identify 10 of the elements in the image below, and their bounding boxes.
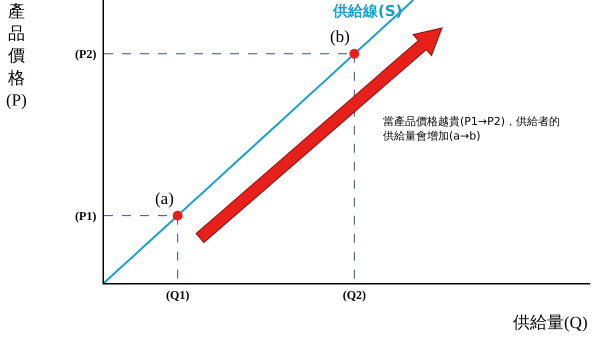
x-axis-title: 供給量(Q)	[513, 313, 588, 332]
x-tick-label: (Q2)	[342, 288, 366, 302]
series-label: (P1)	[75, 209, 96, 223]
annotation: (b)	[330, 27, 350, 46]
series-label: 供給線(S)	[332, 2, 403, 20]
annotation: 當產品價格越貴(P1→P2)，供給者的供給量會增加(a→b)	[383, 115, 560, 142]
x-tick-label: (Q1)	[166, 288, 190, 302]
series-label: (P2)	[75, 47, 96, 61]
annotation: (a)	[155, 189, 174, 208]
y-axis-title: 產品價格(P)	[6, 2, 27, 110]
